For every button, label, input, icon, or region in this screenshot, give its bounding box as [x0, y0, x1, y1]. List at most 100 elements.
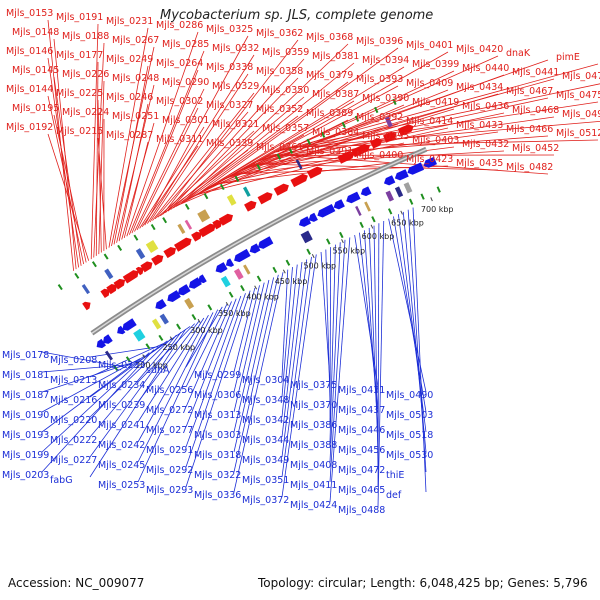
top-gene-label: Mjls_0394	[362, 55, 409, 66]
top-gene-label: Mjls_0361	[256, 142, 303, 153]
bottom-gene-label: Mjls_0318	[194, 450, 241, 461]
gc-content-track	[113, 186, 441, 371]
bottom-leader-line	[233, 274, 279, 473]
top-leader-line	[126, 31, 199, 237]
top-leader-line	[236, 55, 499, 173]
bottom-leader-line	[89, 329, 186, 478]
gene-feature	[188, 277, 202, 289]
bottom-gene-label: sdhA	[146, 365, 170, 376]
bottom-gene-label: Mjls_0431	[338, 385, 385, 396]
top-gene-label: Mjls_0325	[206, 24, 253, 35]
forward-cog-track	[81, 116, 393, 295]
top-gene-label: Mjls_0327	[206, 100, 253, 111]
top-leader-line	[47, 133, 90, 261]
top-gene-label: Mjls_0432	[462, 139, 509, 150]
gene-feature	[317, 203, 336, 218]
cog-feature	[385, 190, 394, 202]
bottom-gene-label: Mjls_0388	[290, 440, 337, 451]
top-gene-label: Mjls_0145	[12, 65, 59, 76]
ruler-tick	[341, 239, 344, 244]
gc-tick	[113, 364, 119, 371]
top-gene-label: Mjls_0392	[356, 112, 403, 123]
top-leader-line	[204, 85, 399, 191]
cog-feature	[394, 186, 404, 198]
top-leader-line	[186, 81, 349, 201]
bottom-leader-line	[281, 269, 289, 378]
gc-tick	[409, 198, 414, 205]
cog-feature	[145, 240, 159, 254]
kbp-ruler: 200 kbp 250 kbp 300 kbp 350 kbp 400 kbp 450 k…	[135, 197, 454, 370]
ruler-label: 400 kbp	[246, 293, 279, 302]
top-gene-label: Mjls_0192	[6, 122, 53, 133]
top-gene-label: Mjls_0352	[256, 104, 303, 115]
genome-backbone	[90, 146, 428, 336]
cog-feature	[133, 328, 146, 342]
top-leader-line	[228, 127, 449, 178]
bottom-leader-line	[329, 237, 351, 503]
top-gene-label: Mjls_0195	[12, 103, 59, 114]
top-gene-label: Mjls_0188	[62, 31, 109, 42]
bottom-gene-label: Mjls_0490	[386, 390, 433, 401]
bottom-leader-line	[41, 355, 146, 433]
bottom-gene-label: Mjls_0306	[194, 390, 241, 401]
gene-feature	[122, 270, 139, 284]
gene-feature	[96, 338, 106, 349]
bottom-gene-label: fabG	[50, 475, 73, 486]
top-leader-line	[113, 65, 149, 245]
bottom-gene-label: Mjls_0299	[194, 370, 241, 381]
bottom-leader-line	[281, 259, 308, 458]
cog-feature	[151, 318, 162, 330]
top-leader-line	[128, 50, 205, 235]
bottom-gene-label: Mjls_0256	[146, 385, 193, 396]
gene-feature	[140, 261, 153, 273]
bottom-gene-label: Mjls_0304	[242, 375, 289, 386]
bottom-gene-label: Mjls_0208	[50, 355, 97, 366]
top-leader-line	[276, 83, 600, 152]
top-gene-label: Mjls_0144	[6, 84, 53, 95]
bottom-leader-line	[325, 249, 331, 403]
bottom-gene-label: Mjls_0292	[146, 465, 193, 476]
bottom-leader-line	[89, 334, 177, 438]
top-gene-label: Mjls_0436	[462, 101, 509, 112]
gene-feature	[106, 284, 118, 295]
bottom-gene-label: Mjls_0241	[98, 420, 145, 431]
bottom-gene-label: Mjls_0291	[146, 445, 193, 456]
gc-tick	[359, 221, 364, 229]
top-leader-line	[147, 54, 255, 224]
top-gene-label: Mjls_0329	[212, 81, 259, 92]
bottom-leader-line	[137, 312, 214, 463]
top-gene-label: Mjls_0225	[56, 88, 103, 99]
top-leader-line	[136, 107, 199, 231]
bottom-gene-label: Mjls_0424	[290, 500, 337, 511]
top-gene-label: Mjls_0338	[206, 62, 253, 73]
bottom-gene-label: Mjls_0293	[146, 485, 193, 496]
bottom-gene-label: Mjls_0336	[194, 490, 241, 501]
bottom-gene-label: Mjls_0227	[50, 455, 97, 466]
ruler-label: 650 kbp	[391, 218, 424, 227]
gc-tick	[306, 248, 311, 255]
gene-feature	[423, 156, 437, 168]
cog-feature	[242, 186, 251, 197]
gc-tick	[256, 164, 262, 171]
ruler-label: 550 kbp	[332, 247, 365, 256]
top-leader-line	[252, 163, 499, 171]
top-gene-label: Mjls_0482	[506, 162, 553, 173]
ruler-tick	[311, 254, 315, 259]
gene-feature	[117, 325, 126, 335]
ruler-tick	[282, 269, 286, 274]
bottom-leader-line	[368, 227, 379, 448]
top-gene-label: Mjls_0357	[262, 123, 309, 134]
top-leader-line	[284, 139, 599, 148]
top-gene-label: Mjls_0248	[112, 73, 159, 84]
backbone-highlight	[91, 148, 427, 334]
top-leader-line	[108, 27, 149, 248]
bottom-leader-line	[185, 306, 223, 368]
bottom-leader-line	[137, 320, 200, 403]
top-gene-label: Mjls_0433	[456, 120, 503, 131]
top-leader-line	[121, 122, 155, 240]
top-gene-label: Mjls_0321	[212, 119, 259, 130]
cog-feature	[384, 116, 393, 128]
top-leader-line	[53, 76, 82, 266]
bottom-gene-label: Mjls_0446	[338, 425, 385, 436]
